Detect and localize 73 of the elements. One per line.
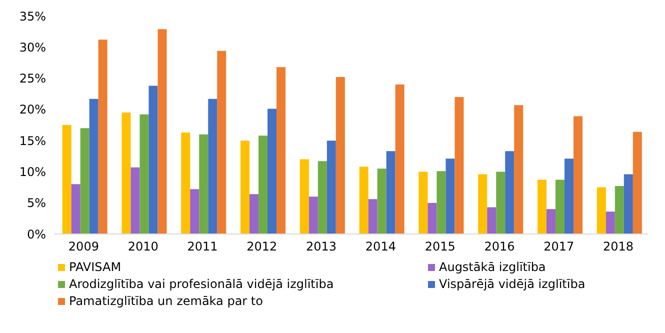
bar (240, 140, 250, 234)
bar (395, 84, 404, 234)
y-tick-label: 30% (19, 40, 46, 54)
bar (217, 50, 226, 234)
bar (538, 180, 547, 234)
y-tick-label: 25% (19, 72, 46, 86)
bar (624, 174, 633, 234)
bar (487, 207, 496, 234)
bar (258, 136, 268, 234)
bar (276, 67, 286, 234)
legend-label: Vispārējā vidējā izglītība (439, 277, 586, 291)
bar (318, 161, 327, 234)
bar (140, 114, 149, 234)
bar (199, 134, 208, 234)
legend-label: PAVISAM (69, 260, 122, 274)
bar (122, 112, 131, 234)
y-tick-label: 10% (19, 164, 46, 179)
y-tick-label: 15% (19, 134, 46, 148)
bar (496, 172, 506, 234)
bar (574, 116, 583, 234)
bar (181, 132, 190, 234)
bar (606, 212, 615, 234)
x-tick-label: 2009 (68, 240, 99, 254)
x-tick-label: 2014 (365, 240, 396, 254)
bar (436, 171, 446, 234)
bar (158, 29, 167, 234)
bar (359, 166, 368, 234)
bar (130, 167, 140, 234)
bar (62, 125, 72, 234)
bar (89, 98, 98, 234)
y-tick-label: 35% (19, 9, 46, 24)
bar (336, 77, 345, 234)
x-tick-label: 2018 (603, 240, 634, 254)
bar (71, 184, 80, 234)
bar (505, 151, 514, 234)
bar (564, 158, 574, 234)
bar (250, 194, 259, 234)
legend-label: Pamatizglītība un zemāka par to (69, 294, 263, 308)
bar (326, 140, 336, 234)
bar (514, 105, 524, 234)
bar (428, 202, 437, 234)
bar (478, 174, 488, 234)
bar (454, 96, 464, 234)
x-tick-label: 2015 (424, 240, 456, 254)
y-tick-label: 5% (26, 196, 46, 210)
bar (98, 40, 108, 234)
bar (308, 196, 318, 234)
bar (546, 209, 556, 234)
x-tick-label: 2017 (544, 240, 574, 254)
bar (418, 172, 428, 234)
bar (368, 199, 378, 234)
x-tick-label: 2010 (128, 240, 158, 254)
x-tick-label: 2011 (187, 240, 218, 254)
bar (377, 168, 386, 234)
legend-label: Augstākā izglītība (439, 260, 546, 274)
bar (556, 180, 565, 234)
bar (300, 159, 309, 234)
x-tick-label: 2012 (246, 240, 278, 254)
bar (148, 86, 158, 234)
x-tick-label: 2013 (306, 240, 337, 254)
bar (596, 187, 606, 234)
bar (386, 151, 396, 234)
bar (632, 132, 642, 234)
legend-label: Arodizglītība vai profesionālā vidējā izglītība (69, 277, 334, 291)
bar (190, 189, 200, 234)
y-tick-label: 20% (19, 102, 46, 117)
bar (446, 158, 455, 234)
bar (208, 98, 218, 234)
bar (80, 128, 90, 234)
bar (614, 186, 624, 234)
bar (268, 108, 277, 234)
y-tick-label: 0% (26, 227, 46, 242)
x-tick-label: 2016 (484, 240, 515, 254)
